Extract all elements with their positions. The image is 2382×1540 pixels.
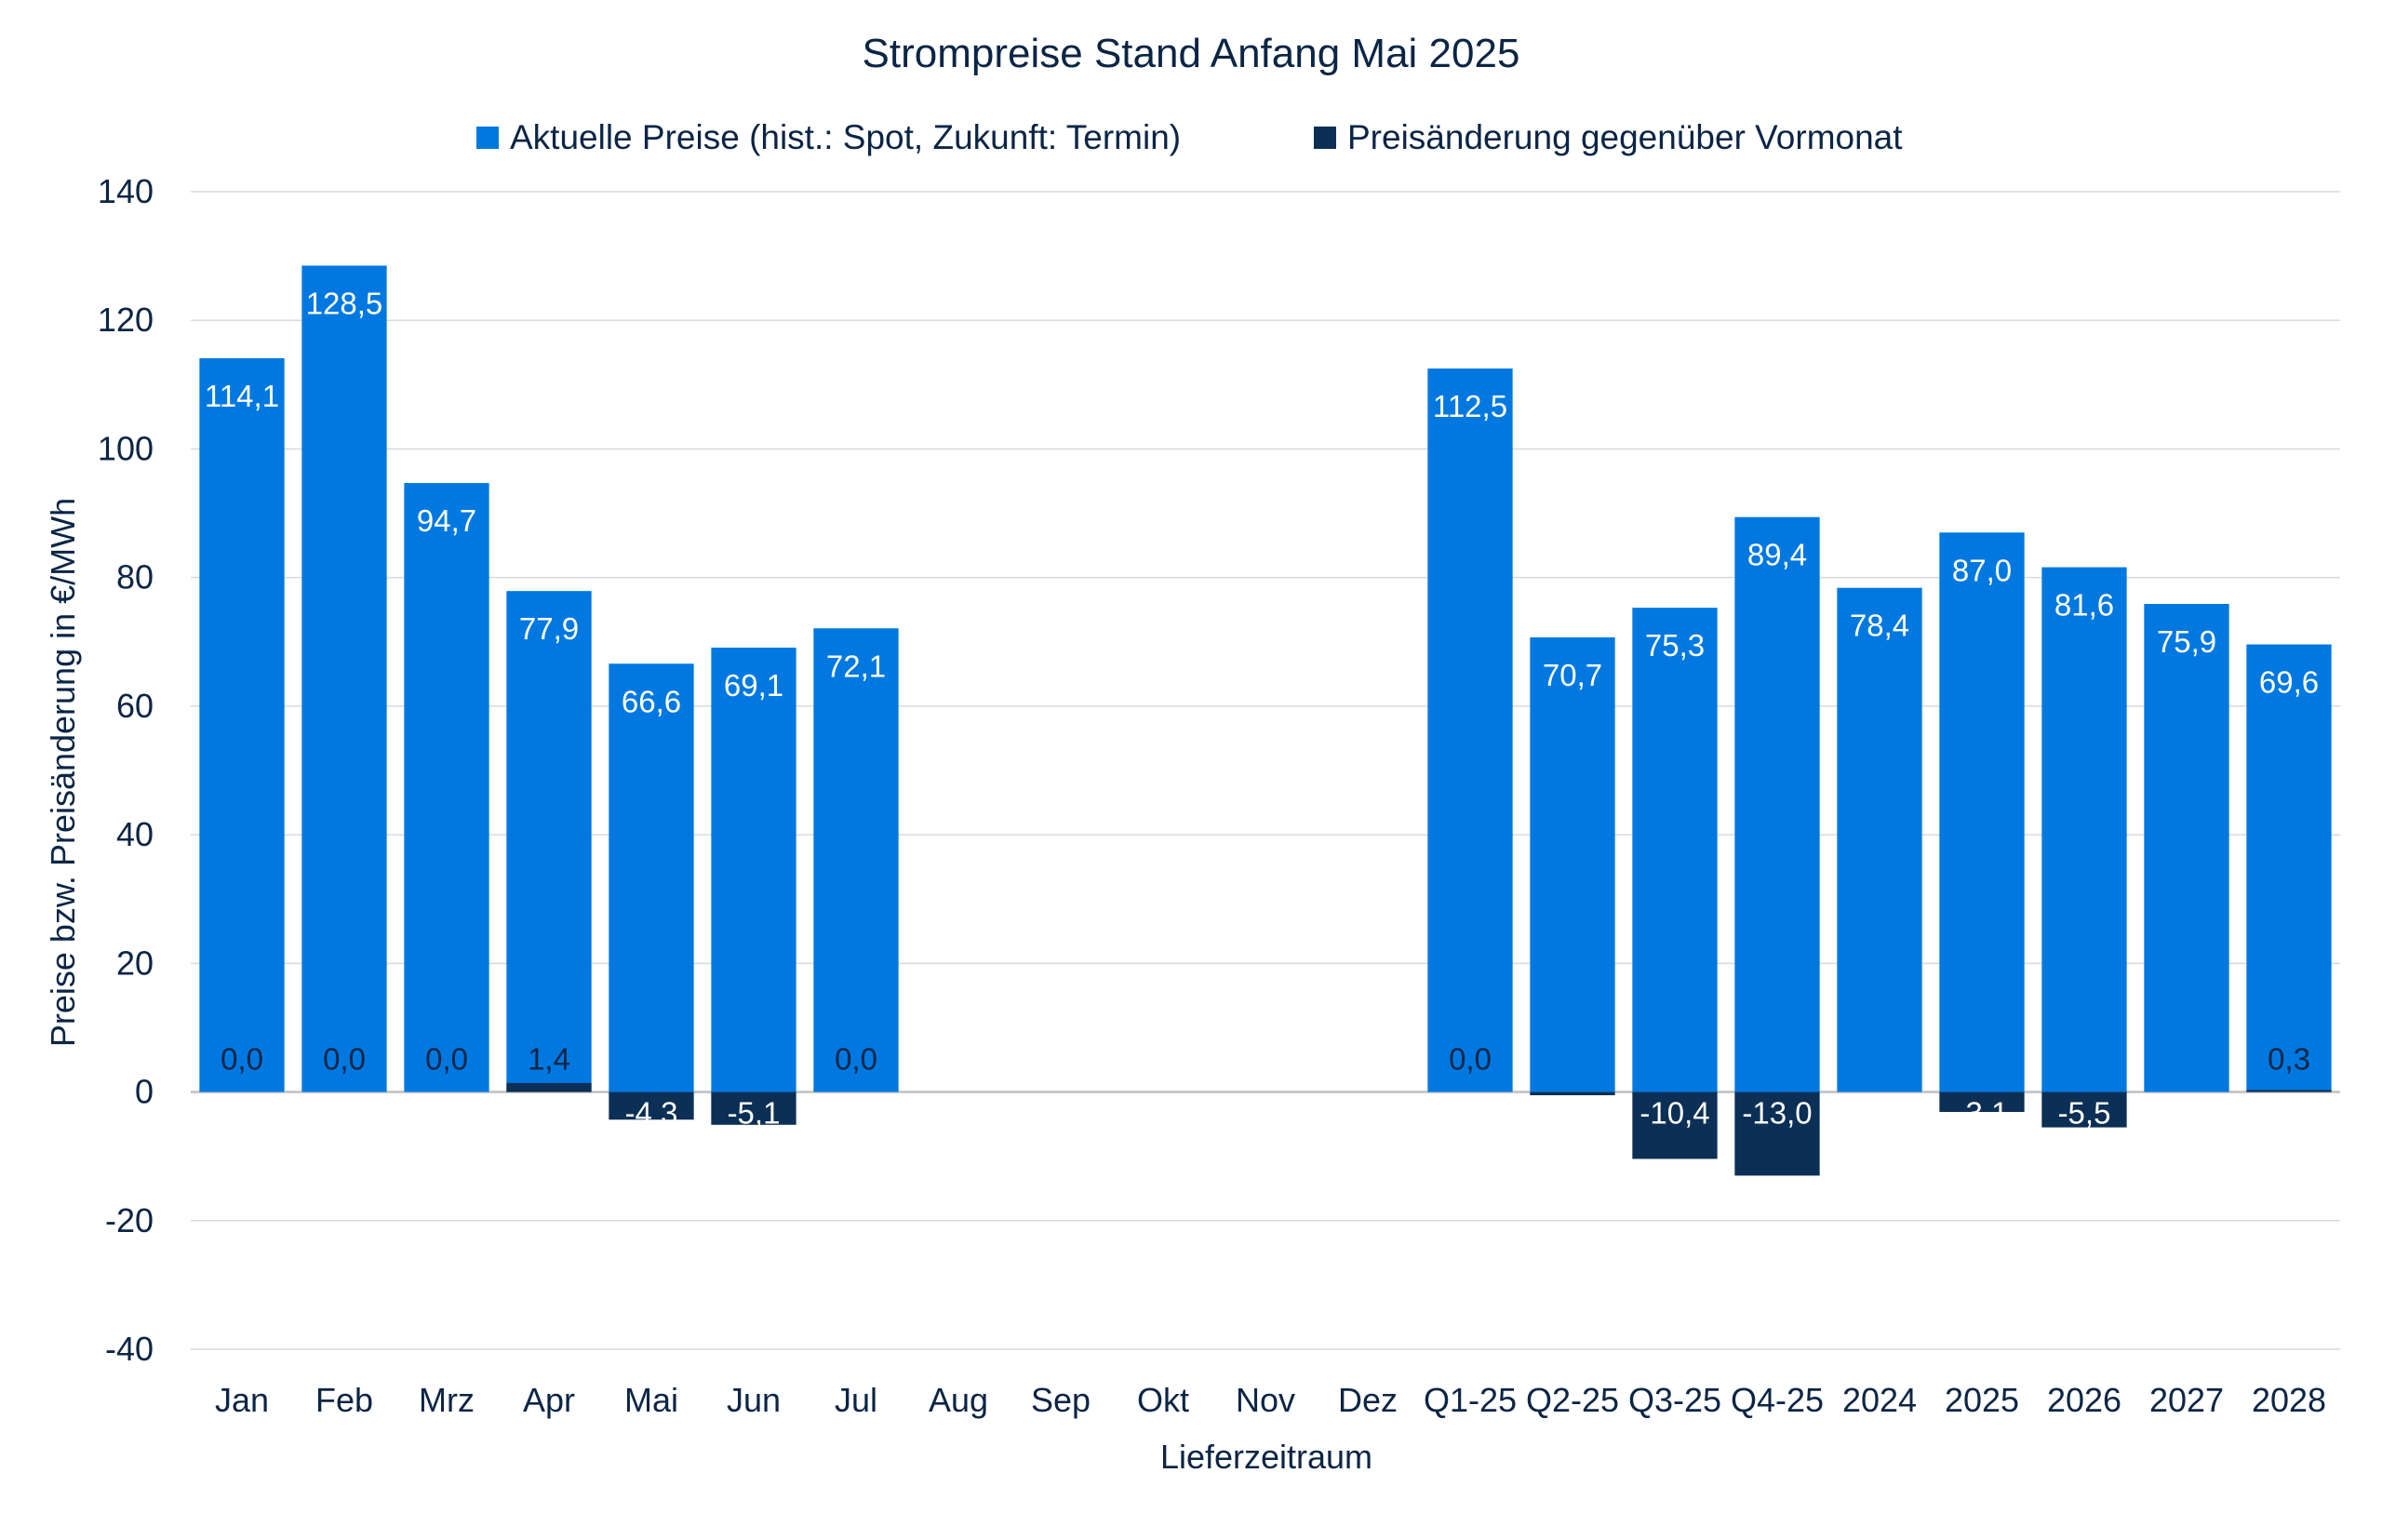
- price-data-label: 77,9: [519, 611, 579, 646]
- price-bar: [1837, 587, 1922, 1092]
- change-data-label: -10,4: [1639, 1096, 1709, 1131]
- x-tick-label: Okt: [1137, 1381, 1189, 1419]
- price-data-label: 81,6: [2054, 588, 2114, 623]
- y-tick-label: 100: [98, 429, 154, 467]
- change-bar: [1734, 1091, 1820, 1176]
- price-data-label: 114,1: [205, 379, 279, 413]
- x-tick-label: Mrz: [419, 1381, 475, 1419]
- x-tick-label: 2028: [2252, 1381, 2326, 1419]
- price-data-label: 89,4: [1747, 538, 1807, 572]
- price-data-label: 75,3: [1645, 628, 1705, 663]
- change-data-label: 0,0: [425, 1042, 468, 1077]
- y-tick-label: -20: [105, 1201, 154, 1239]
- price-bar: [711, 647, 796, 1092]
- change-data-label: -3,1: [1956, 1096, 2009, 1131]
- price-bar: [1632, 608, 1718, 1092]
- change-bar: [1939, 1091, 2025, 1112]
- legend-label-price: Aktuelle Preise (hist.: Spot, Zukunft: T…: [510, 118, 1181, 156]
- x-tick-label: Jan: [215, 1381, 269, 1419]
- x-tick-label: 2025: [1945, 1381, 2019, 1419]
- price-data-label: 69,1: [724, 668, 783, 703]
- x-tick-label: Jun: [727, 1381, 781, 1419]
- price-bar: [2144, 604, 2229, 1092]
- change-data-label: -4,3: [625, 1096, 678, 1131]
- change-data-label: -5,1: [728, 1096, 781, 1131]
- change-data-label: -13,0: [1742, 1096, 1812, 1131]
- y-tick-label: 80: [116, 558, 154, 596]
- change-bar: [2041, 1091, 2127, 1128]
- x-tick-label: 2026: [2047, 1381, 2121, 1419]
- change-bar: [1530, 1091, 1615, 1096]
- change-bar: [506, 1082, 592, 1092]
- change-bar: [1632, 1091, 1718, 1159]
- change-data-label: 0,0: [835, 1042, 877, 1077]
- change-bar: [609, 1091, 694, 1120]
- price-bar: [301, 265, 387, 1092]
- price-data-label: 112,5: [1433, 389, 1507, 423]
- change-data-label: 0,0: [1449, 1042, 1492, 1077]
- x-tick-label: 2027: [2149, 1381, 2224, 1419]
- price-data-label: 87,0: [1952, 553, 2012, 587]
- x-tick-label: Q2-25: [1526, 1381, 1619, 1419]
- price-data-label: 78,4: [1850, 609, 1909, 643]
- x-tick-label: Apr: [523, 1381, 575, 1419]
- change-bar: [2246, 1090, 2332, 1092]
- legend-label-change: Preisänderung gegenüber Vormonat: [1347, 118, 1903, 156]
- y-tick-label: 0: [135, 1073, 154, 1111]
- x-tick-label: Mai: [624, 1381, 678, 1419]
- y-tick-label: 120: [98, 301, 154, 339]
- x-tick-label: Dez: [1338, 1381, 1398, 1419]
- price-data-label: 69,6: [2259, 665, 2319, 700]
- price-data-label: 72,1: [826, 649, 886, 683]
- y-tick-label: 40: [116, 815, 154, 853]
- price-bar: [2041, 567, 2127, 1092]
- change-data-label: 0,0: [323, 1042, 366, 1077]
- x-tick-label: 2024: [1842, 1381, 1917, 1419]
- x-tick-label: Nov: [1236, 1381, 1295, 1419]
- legend-swatch-price: [476, 127, 499, 149]
- y-axis-label: Preise bzw. Preisänderung in €/MWh: [44, 498, 82, 1047]
- price-bar: [2246, 644, 2332, 1092]
- chart-title: Strompreise Stand Anfang Mai 2025: [863, 31, 1520, 76]
- x-tick-label: Q3-25: [1628, 1381, 1721, 1419]
- x-tick-label: Q1-25: [1424, 1381, 1517, 1419]
- change-data-label: 1,4: [528, 1042, 570, 1077]
- price-bar: [813, 628, 899, 1092]
- price-bar: [1530, 636, 1615, 1092]
- legend: Aktuelle Preise (hist.: Spot, Zukunft: T…: [476, 118, 1903, 156]
- price-bar: [506, 591, 592, 1092]
- y-axis-ticks: 140 120 100 80 60 40 20 0 -20 -40: [98, 172, 154, 1368]
- price-bar: [609, 663, 694, 1092]
- y-tick-label: -40: [105, 1330, 154, 1368]
- x-tick-label: Sep: [1031, 1381, 1091, 1419]
- data-labels: 114,1 0,0 128,5 0,0 94,7 0,0 77,9 1,4 66,6 -4,3 69…: [205, 286, 2319, 1130]
- y-tick-label: 20: [116, 944, 154, 982]
- bars: [199, 265, 2332, 1176]
- x-tick-label: Jul: [835, 1381, 877, 1419]
- price-bar: [404, 483, 489, 1092]
- change-data-label: -5,5: [2058, 1096, 2111, 1131]
- price-bar: [1427, 368, 1513, 1092]
- price-bar: [1734, 516, 1820, 1092]
- x-tick-label: Q4-25: [1731, 1381, 1824, 1419]
- y-tick-label: 60: [116, 687, 154, 725]
- x-axis-label: Lieferzeitraum: [1160, 1438, 1372, 1476]
- change-data-label: 0,3: [2268, 1042, 2310, 1077]
- x-tick-label: Aug: [929, 1381, 988, 1419]
- price-data-label: 75,9: [2157, 624, 2216, 659]
- change-bar: [711, 1091, 796, 1125]
- y-tick-label: 140: [98, 172, 154, 210]
- x-tick-label: Feb: [315, 1381, 373, 1419]
- price-data-label: 70,7: [1543, 658, 1602, 692]
- price-bar: [1939, 532, 2025, 1092]
- price-data-label: 94,7: [417, 503, 476, 538]
- change-data-label: 0,0: [221, 1042, 263, 1077]
- legend-swatch-change: [1314, 127, 1336, 149]
- x-axis-ticks: Jan Feb Mrz Apr Mai Jun Jul Aug Sep Okt Nov Dez Q1-2…: [215, 1381, 2326, 1419]
- price-data-label: 66,6: [622, 684, 681, 718]
- price-bar: [199, 357, 285, 1092]
- price-data-label: 128,5: [306, 286, 383, 320]
